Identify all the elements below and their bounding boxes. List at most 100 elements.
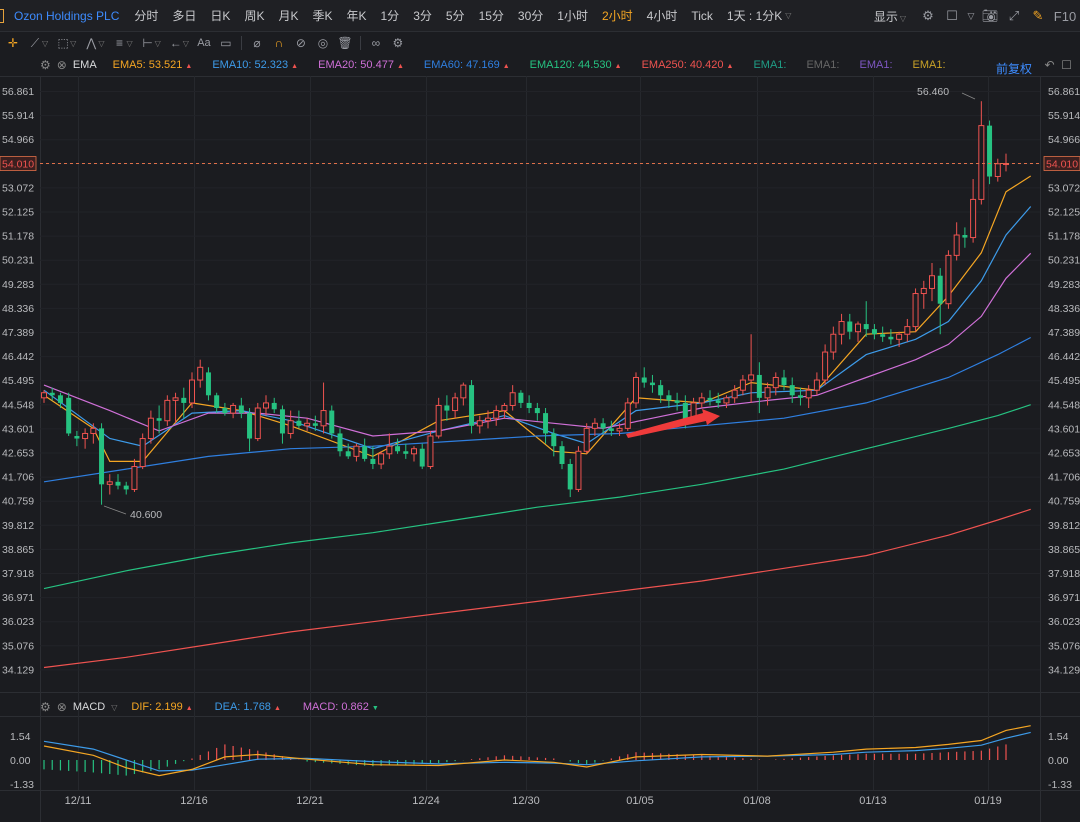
x-tick-label: 12/24 bbox=[412, 795, 440, 807]
price-tick-label: 36.023 bbox=[2, 616, 34, 628]
period-tab[interactable]: 日K bbox=[210, 9, 231, 23]
period-dropdown-icon[interactable]: ▽ bbox=[785, 11, 792, 20]
candle-body bbox=[90, 427, 97, 434]
candle-body bbox=[181, 397, 187, 403]
candle-body bbox=[707, 397, 713, 401]
up-arrow-icon: ▲ bbox=[273, 705, 281, 712]
channel-tool-icon[interactable]: ≡ bbox=[115, 36, 123, 50]
period-tab[interactable]: 3分 bbox=[413, 9, 432, 23]
wave-tool-icon[interactable]: ⋀ bbox=[86, 36, 97, 50]
text-tool-icon[interactable]: Aa bbox=[197, 37, 211, 49]
period-tab[interactable]: 季K bbox=[312, 9, 333, 23]
macd-close-icon[interactable]: ⊗ bbox=[56, 700, 67, 714]
legend-settings-icon[interactable]: ⚙ bbox=[40, 58, 51, 72]
candle-body bbox=[863, 324, 869, 330]
period-tab[interactable]: 5分 bbox=[445, 9, 465, 23]
settings-icon[interactable]: ⚙ bbox=[922, 8, 934, 23]
candle-body bbox=[222, 408, 228, 414]
macd-dea-line bbox=[43, 731, 1031, 772]
period-tab[interactable]: 4小时 bbox=[646, 9, 678, 23]
candle-body bbox=[501, 404, 508, 412]
candle-body bbox=[764, 387, 771, 399]
legend-item: EMA20: 50.477 ▲ bbox=[318, 59, 404, 71]
display-menu[interactable]: 显示 ▽ bbox=[873, 9, 906, 24]
up-arrow-icon: ▲ bbox=[726, 63, 734, 70]
pen-icon[interactable]: ✎ bbox=[1032, 8, 1044, 23]
candle-body bbox=[49, 392, 55, 396]
fullscreen-icon[interactable]: ⤢ bbox=[1008, 8, 1020, 23]
legend-item-label: EMA120: 44.530 bbox=[529, 59, 612, 71]
legend-item-label: MACD: 0.862 bbox=[302, 701, 369, 713]
panel-close-icon[interactable]: ☐ bbox=[1061, 58, 1072, 72]
period-tab[interactable]: 周K bbox=[244, 9, 265, 23]
candle-body bbox=[164, 399, 171, 422]
toolbar-divider bbox=[240, 36, 242, 50]
candle-body bbox=[452, 397, 459, 412]
macd-indicator-name[interactable]: MACD bbox=[72, 701, 106, 713]
period-tab[interactable]: 多日 bbox=[172, 9, 197, 23]
hide-drawings-icon[interactable]: ◎ bbox=[317, 36, 329, 50]
legend-item-label: EMA1: bbox=[859, 59, 893, 71]
link-icon[interactable]: ∞ bbox=[371, 36, 381, 50]
period-tab[interactable]: Tick bbox=[691, 8, 713, 23]
range-tool-icon[interactable]: ⊢ bbox=[142, 36, 153, 50]
candle-body bbox=[386, 445, 393, 455]
camera-icon[interactable]: 📷︎ bbox=[981, 8, 999, 23]
lock-icon[interactable]: ⊘ bbox=[295, 36, 306, 50]
x-tick-label: 01/19 bbox=[974, 795, 1002, 807]
macd-tick-label: 0.00 bbox=[10, 755, 31, 767]
price-tick-label: 49.283 bbox=[2, 279, 34, 291]
price-tick-label: 46.442 bbox=[1048, 351, 1080, 363]
kline-chart[interactable]: 12/11 12/16 12/21 12/24 12/30 01/05 01/08 01/13… bbox=[0, 54, 1080, 822]
price-tick-label: 48.336 bbox=[2, 303, 34, 315]
f10-button[interactable]: F10 bbox=[1053, 8, 1077, 24]
period-tab[interactable]: 1天 : 1分K bbox=[726, 9, 783, 23]
period-tab[interactable]: 分时 bbox=[134, 9, 159, 23]
period-tab[interactable]: 年K bbox=[346, 9, 367, 23]
main-indicator-name[interactable]: EMA bbox=[72, 59, 97, 71]
comment-tool-icon[interactable]: ▭ bbox=[220, 36, 232, 50]
up-arrow-icon: ▲ bbox=[185, 705, 193, 712]
candle-body bbox=[608, 428, 614, 431]
undo-icon[interactable]: ↶ bbox=[1044, 58, 1055, 72]
legend-close-icon[interactable]: ⊗ bbox=[56, 58, 67, 72]
arrow-tool-icon[interactable]: ← bbox=[169, 36, 182, 50]
candle-body bbox=[559, 446, 565, 464]
legend-item-label: DIF: 2.199 bbox=[131, 701, 183, 713]
chart-area[interactable]: 12/11 12/16 12/21 12/24 12/30 01/05 01/08 01/13… bbox=[0, 54, 1080, 822]
period-tab[interactable]: 15分 bbox=[478, 9, 504, 23]
price-tick-label: 51.178 bbox=[1048, 231, 1080, 243]
trend-line-icon[interactable]: ⟋ bbox=[30, 35, 40, 50]
macd-settings-icon[interactable]: ⚙ bbox=[40, 700, 51, 714]
eraser-icon[interactable]: ⌀ bbox=[253, 36, 261, 50]
period-tab[interactable]: 1分 bbox=[380, 9, 400, 23]
period-tab[interactable]: 1小时 bbox=[557, 9, 588, 23]
candle-body bbox=[937, 275, 943, 304]
price-tick-label: 53.072 bbox=[2, 182, 34, 194]
stock-symbol[interactable]: Ozon Holdings PLC bbox=[14, 8, 120, 23]
candle-body bbox=[797, 395, 803, 398]
up-arrow-icon: ▲ bbox=[396, 63, 404, 70]
chevron-down-icon[interactable]: ▽ bbox=[967, 10, 975, 21]
main-legend-items: EMA5: 53.521 ▲ EMA10: 52.323 ▲ EMA20: 50.477… bbox=[113, 59, 966, 71]
period-tab[interactable]: 月K bbox=[278, 9, 299, 23]
layout-square-icon[interactable]: ☐ bbox=[946, 8, 958, 23]
candle-body bbox=[476, 420, 483, 427]
candle-body bbox=[205, 372, 211, 396]
period-tab[interactable]: 30分 bbox=[517, 9, 544, 23]
legend-item-label: EMA250: 40.420 bbox=[641, 59, 724, 71]
crosshair-icon[interactable]: ✛ bbox=[7, 36, 19, 50]
candle-body bbox=[822, 351, 829, 381]
ema-line-ema120 bbox=[43, 404, 1031, 590]
candle-body bbox=[82, 432, 89, 440]
price-tick-label: 40.759 bbox=[1048, 496, 1080, 508]
candle-body bbox=[896, 333, 903, 340]
legend-item: EMA120: 44.530 ▲ bbox=[530, 59, 622, 71]
draw-settings-icon[interactable]: ⚙ bbox=[392, 36, 404, 50]
magnet-icon[interactable]: ∩ bbox=[274, 36, 284, 50]
price-adjust-button[interactable]: 前复权 bbox=[995, 62, 1032, 76]
x-tick-label: 12/16 bbox=[180, 795, 208, 807]
rectangle-tool-icon[interactable]: ⬚ bbox=[57, 36, 69, 50]
trash-icon[interactable]: 🗑︎ bbox=[337, 36, 353, 50]
period-tab[interactable]: 2小时 bbox=[601, 9, 633, 23]
